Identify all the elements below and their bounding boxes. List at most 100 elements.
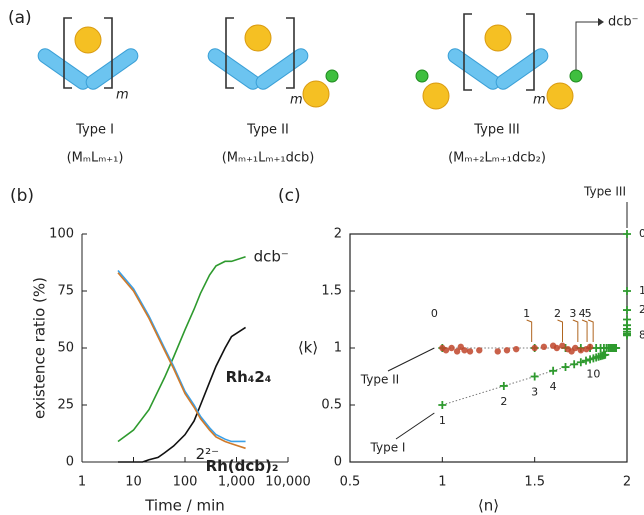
data-point (559, 342, 566, 349)
data-point (623, 331, 631, 340)
point-label: 4 (579, 307, 586, 320)
type-name: Type I (75, 123, 114, 138)
data-point (561, 363, 570, 372)
data-point (494, 348, 501, 355)
point-label: 2 (500, 395, 507, 408)
data-point (540, 343, 548, 351)
data-point (438, 401, 447, 409)
x-tick-label: 1 (438, 475, 446, 490)
data-point (623, 287, 631, 295)
data-point (623, 230, 631, 238)
series-name: Type I (370, 441, 406, 455)
series-label: Rh(dcb)₂ (206, 457, 279, 475)
y-axis-label: ⟨k⟩ (298, 339, 318, 357)
label-leader (572, 319, 579, 342)
data-point (572, 344, 579, 352)
data-point (531, 344, 538, 352)
point-label: 1 (439, 414, 446, 427)
series-label: dcb⁻ (254, 247, 289, 265)
series-line (117, 256, 246, 443)
point-label: 1 (523, 307, 530, 320)
point-label: 0 (639, 227, 644, 240)
point-label: 2 (554, 307, 561, 320)
data-point (503, 347, 511, 354)
series-line (117, 272, 246, 450)
point-label: 3 (531, 386, 538, 399)
ligand-label: dcb⁻ (608, 15, 639, 30)
series-line (117, 269, 246, 443)
data-point (549, 366, 558, 375)
point-label: 8 (639, 328, 644, 341)
panel-label: (c) (278, 186, 301, 206)
y-tick-label: 2 (334, 227, 342, 242)
x-tick-label: 1,000 (218, 475, 255, 490)
molecule-type-3 (415, 13, 604, 110)
label-leader (526, 319, 533, 342)
point-label: 3 (569, 307, 576, 320)
data-point (442, 347, 450, 354)
y-tick-label: 0 (66, 455, 74, 470)
series-line (117, 326, 247, 463)
label-leader (581, 319, 588, 342)
data-point (466, 348, 474, 355)
x-tick-label: 2 (623, 475, 631, 490)
series-name: Type III (583, 185, 626, 199)
data-point (499, 381, 508, 390)
y-tick-label: 25 (57, 398, 74, 413)
type-formula: (Mₘ₊₁Lₘ₊₁dcb) (222, 151, 315, 166)
data-point (576, 358, 585, 367)
point-label: 10 (586, 367, 600, 380)
x-tick-label: 10,000 (265, 475, 311, 490)
panel-label: (a) (8, 8, 32, 28)
bracket-index: m (116, 88, 129, 103)
y-tick-label: 0.5 (321, 398, 342, 413)
y-tick-label: 1.5 (321, 284, 342, 299)
point-label: 4 (550, 380, 557, 393)
type-formula: (Mₘ₊₂Lₘ₊₁dcb₂) (448, 151, 546, 166)
data-point (612, 344, 621, 352)
x-tick-label: 1 (78, 475, 86, 490)
data-point (582, 356, 591, 365)
data-point (570, 360, 579, 369)
data-point (623, 306, 631, 315)
label-leader (557, 319, 564, 342)
point-label: 2 (639, 303, 644, 316)
data-point (577, 347, 585, 354)
data-point (453, 348, 461, 355)
series-arrow (387, 347, 435, 372)
data-point (601, 350, 610, 359)
series-label: 2²⁻ (196, 445, 219, 463)
y-tick-label: 1 (334, 341, 342, 356)
data-point (553, 344, 561, 352)
molecule-type-1 (37, 17, 139, 90)
y-tick-label: 100 (49, 227, 74, 242)
x-tick-label: 100 (173, 475, 198, 490)
molecule-type-2 (207, 17, 339, 108)
bracket-index: m (290, 93, 303, 108)
x-tick-label: 1.5 (524, 475, 545, 490)
guide-line (442, 354, 606, 406)
panel-label: (b) (10, 186, 34, 206)
x-tick-label: 0.5 (340, 475, 361, 490)
x-axis-label: ⟨n⟩ (478, 497, 499, 515)
type-name: Type II (246, 123, 289, 138)
data-point (513, 345, 520, 353)
point-label: 5 (585, 307, 592, 320)
label-leader (587, 319, 594, 342)
point-label: 0 (431, 307, 438, 320)
y-tick-label: 50 (57, 341, 74, 356)
x-tick-label: 10 (125, 475, 142, 490)
data-point (530, 372, 539, 381)
data-point (586, 343, 594, 351)
type-name: Type III (473, 123, 520, 138)
data-point (476, 347, 483, 354)
series-arrow (395, 412, 435, 440)
data-point (448, 344, 455, 352)
x-axis-label: Time / min (144, 497, 225, 515)
y-tick-label: 0 (334, 455, 342, 470)
series-label: Rh₄2₄ (226, 368, 272, 386)
bracket-index: m (533, 93, 546, 108)
series-name: Type II (360, 373, 399, 387)
